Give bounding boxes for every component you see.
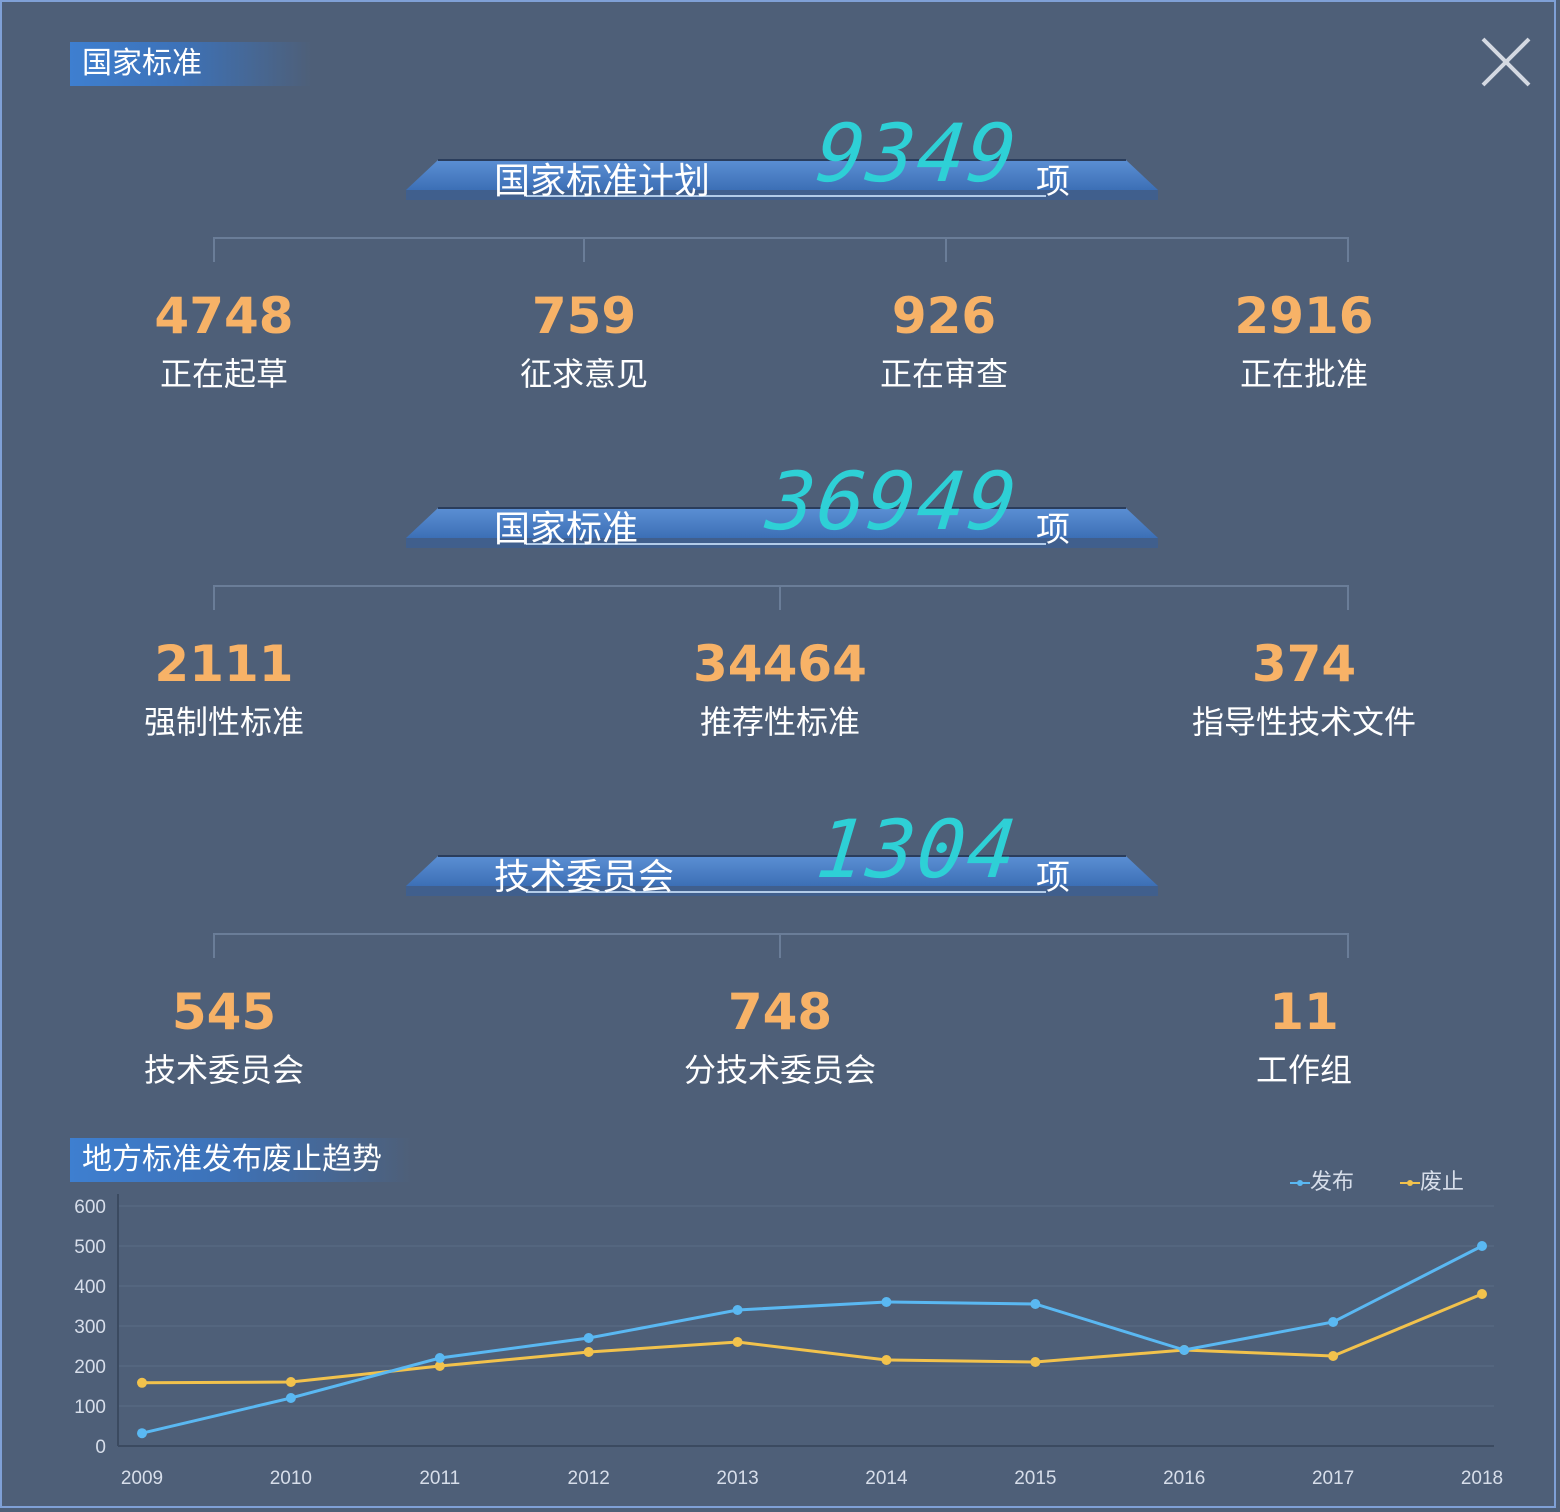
hero-value: 1304 (812, 803, 1023, 896)
stat-reviewing: 926 正在审查 (794, 286, 1094, 396)
x-tick-label: 2016 (1163, 1468, 1205, 1489)
y-tick-label: 200 (74, 1357, 106, 1378)
stat-value: 4748 (154, 287, 294, 345)
hero-plate (406, 507, 1158, 548)
x-tick-label: 2011 (419, 1468, 460, 1489)
x-tick-label: 2017 (1312, 1468, 1354, 1489)
stat-guidance: 374 指导性技术文件 (1154, 634, 1454, 744)
y-tick-label: 500 (74, 1237, 106, 1258)
legend-line-icon (1400, 1180, 1420, 1186)
panel-title: 国家标准 (70, 42, 312, 86)
stat-value: 545 (171, 983, 277, 1041)
y-tick-label: 300 (74, 1317, 106, 1338)
data-point (1328, 1317, 1339, 1327)
series-line (141, 1292, 1483, 1385)
data-point (1179, 1345, 1190, 1355)
series-line (141, 1244, 1483, 1435)
hero-committees: 技术委员会 1304 项 (406, 803, 1158, 910)
data-point (1030, 1299, 1041, 1309)
x-tick-label: 2013 (716, 1468, 758, 1489)
hero-plate (406, 855, 1158, 896)
hero-unit: 项 (1036, 858, 1070, 898)
stat-label: 强制性标准 (143, 703, 304, 741)
data-point (881, 1297, 892, 1307)
trend-title: 地方标准发布废止趋势 (70, 1138, 412, 1182)
stat-label: 正在起草 (159, 355, 288, 393)
stat-soliciting: 759 征求意见 (434, 286, 734, 396)
stat-drafting: 4748 正在起草 (74, 286, 374, 396)
stat-label: 推荐性标准 (699, 703, 860, 741)
data-point (1477, 1289, 1487, 1299)
data-point (583, 1347, 594, 1357)
data-point (1477, 1241, 1487, 1251)
hero-label: 技术委员会 (494, 857, 675, 898)
tree-connector (213, 237, 1349, 262)
hero-plan: 国家标准计划 9349 项 (406, 107, 1158, 214)
stat-label: 技术委员会 (143, 1051, 304, 1089)
stat-approving: 2916 正在批准 (1154, 286, 1454, 396)
hero-unit: 项 (1036, 510, 1070, 550)
hero-plate (406, 159, 1158, 200)
stat-recommended: 34464 推荐性标准 (630, 634, 930, 744)
stat-value: 2111 (154, 635, 294, 693)
legend-item-abolish[interactable]: 废止 (1400, 1164, 1464, 1196)
legend-line-icon (1290, 1180, 1310, 1186)
data-point (285, 1377, 296, 1387)
hero-value: 9349 (812, 107, 1023, 200)
stat-value: 748 (727, 983, 833, 1041)
data-point (732, 1305, 743, 1315)
tree-connector (213, 585, 1349, 610)
trend-line-chart: 0 100 200 300 400 500 600 2009 2010 2011 2012 2013 2… (74, 1194, 1503, 1489)
stat-label: 正在批准 (1239, 355, 1368, 393)
stat-label: 工作组 (1255, 1051, 1352, 1089)
y-tick-label: 100 (74, 1397, 106, 1418)
data-point (1030, 1357, 1041, 1367)
legend-item-publish[interactable]: 发布 (1290, 1164, 1354, 1196)
data-point (285, 1393, 296, 1403)
data-point (434, 1361, 445, 1371)
data-point (137, 1377, 147, 1388)
stat-label: 正在审查 (879, 355, 1008, 393)
stat-tech-committee: 545 技术委员会 (74, 982, 374, 1092)
stat-label: 指导性技术文件 (1191, 703, 1416, 741)
stat-value: 926 (891, 287, 997, 345)
x-tick-label: 2015 (1014, 1468, 1056, 1489)
y-tick-label: 0 (95, 1437, 106, 1458)
tree-connector (213, 933, 1349, 958)
data-point (583, 1333, 594, 1343)
legend-label: 废止 (1420, 1170, 1465, 1195)
stat-sub-committee: 748 分技术委员会 (630, 982, 930, 1092)
stat-label: 分技术委员会 (683, 1051, 876, 1089)
stat-value: 11 (1269, 983, 1339, 1041)
y-tick-label: 600 (74, 1197, 106, 1218)
data-point (881, 1355, 892, 1365)
y-tick-label: 400 (74, 1277, 106, 1298)
hero-value: 36949 (762, 455, 1023, 548)
data-point (137, 1428, 147, 1439)
data-point (1328, 1351, 1339, 1361)
x-tick-label: 2018 (1461, 1468, 1503, 1489)
stat-value: 374 (1251, 635, 1357, 693)
x-tick-label: 2009 (121, 1468, 163, 1489)
hero-label: 国家标准 (494, 509, 639, 550)
stat-value: 759 (531, 287, 637, 345)
stat-value: 34464 (693, 635, 867, 693)
close-icon (1481, 37, 1531, 87)
hero-label: 国家标准计划 (494, 161, 711, 202)
data-point (732, 1337, 743, 1347)
close-button[interactable] (1480, 36, 1532, 88)
data-point (434, 1353, 445, 1363)
stat-working-group: 11 工作组 (1154, 982, 1454, 1092)
x-tick-label: 2012 (568, 1468, 610, 1489)
x-tick-label: 2010 (270, 1468, 312, 1489)
hero-unit: 项 (1036, 162, 1070, 202)
stat-label: 征求意见 (519, 355, 648, 393)
x-tick-label: 2014 (865, 1468, 908, 1489)
legend-label: 发布 (1310, 1170, 1355, 1195)
stat-mandatory: 2111 强制性标准 (74, 634, 374, 744)
hero-standards: 国家标准 36949 项 (406, 455, 1158, 562)
stat-value: 2916 (1234, 287, 1374, 345)
